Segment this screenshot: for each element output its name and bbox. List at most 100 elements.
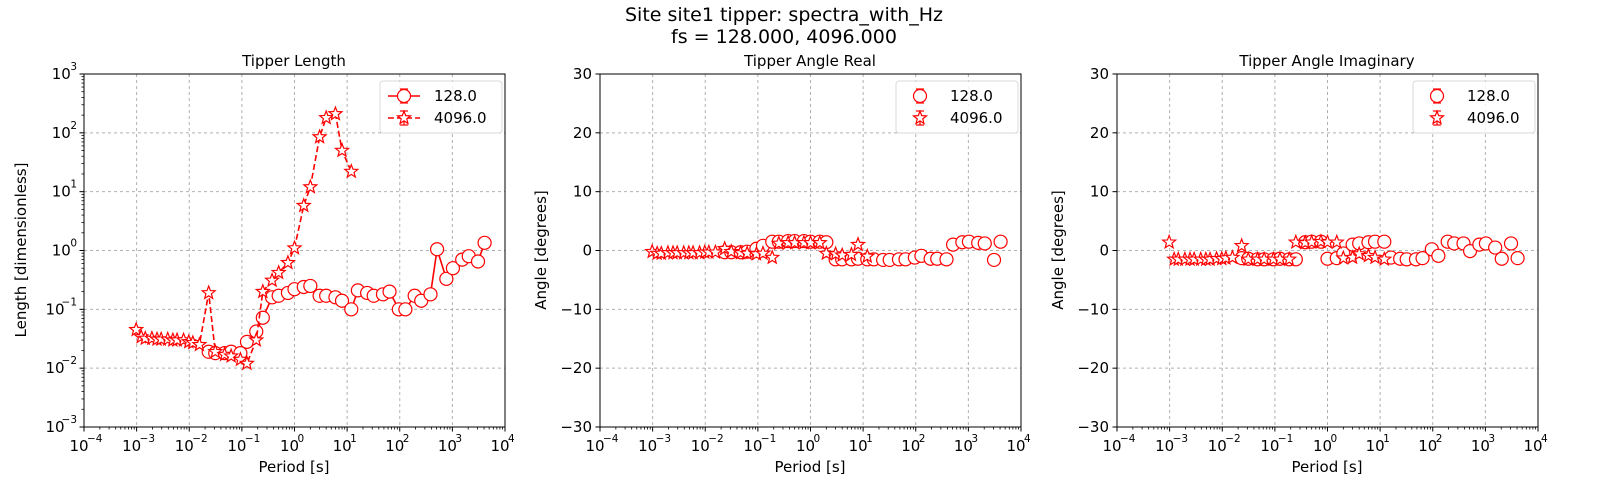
y-tick-exponent: −1: [62, 296, 77, 308]
x-tick-exponent: −2: [192, 433, 207, 445]
x-tick-label: 10: [1155, 437, 1174, 455]
x-tick-exponent: 2: [1436, 433, 1443, 445]
x-tick-label: 10: [1102, 437, 1121, 455]
y-axis-label: Angle [degrees]: [532, 190, 550, 310]
x-tick-label: 10: [1006, 437, 1025, 455]
data-point-circle: [1415, 251, 1430, 266]
data-point-star: [343, 163, 360, 179]
x-tick-label: 10: [796, 437, 815, 455]
data-point-star: [286, 239, 303, 255]
data-point-circle: [439, 271, 454, 286]
data-point-circle: [1431, 248, 1446, 263]
legend-star-marker: [395, 109, 413, 125]
panel-tipper-angle-real: Tipper Angle Real Period [s] Angle [degr…: [532, 52, 1031, 476]
x-tick-exponent: 0: [298, 433, 305, 445]
legend-symbol-4096: [1428, 109, 1446, 126]
data-point-circle: [470, 254, 486, 269]
legend-symbol-4096: [911, 109, 929, 126]
y-tick-exponent: 0: [70, 238, 77, 250]
legend-star-marker: [1428, 109, 1446, 125]
data-point-star: [859, 247, 876, 264]
x-tick-label: 10: [585, 437, 604, 455]
data-point-circle: [423, 287, 438, 302]
y-tick-exponent: 1: [70, 179, 77, 191]
y-tick-exponent: −3: [62, 414, 77, 426]
data-point-star: [716, 240, 733, 256]
y-tick-label: −20: [1077, 359, 1109, 377]
y-tick-label: 10: [52, 242, 71, 260]
x-tick-label: 10: [175, 437, 194, 455]
y-tick-label: 0: [1099, 242, 1109, 260]
y-tick-label: 10: [52, 183, 71, 201]
y-axis-label: Length [dimensionless]: [12, 163, 30, 338]
data-point-circle: [977, 236, 992, 251]
axes-frame: [599, 73, 1022, 428]
data-point-star: [279, 254, 296, 270]
legend-symbol-4096: [388, 109, 420, 126]
x-tick-exponent: −3: [1173, 433, 1188, 445]
data-point-star: [232, 351, 249, 367]
data-point-star: [264, 271, 281, 288]
x-tick-label: 10: [1313, 437, 1332, 455]
legend-label-128: 128.0: [1467, 87, 1510, 105]
data-point-circle: [1377, 234, 1392, 249]
x-tick-exponent: −4: [1120, 433, 1136, 445]
data-point-star: [333, 142, 351, 158]
panel-title: Tipper Angle Imaginary: [1238, 52, 1414, 70]
y-tick-label: −10: [1077, 300, 1109, 318]
data-point-star: [254, 283, 271, 299]
x-tick-label: 10: [1418, 437, 1437, 455]
legend: 128.0 4096.0: [379, 80, 503, 134]
legend-label-128: 128.0: [434, 87, 477, 105]
data-point-circle: [993, 234, 1008, 249]
data-point-circle: [939, 252, 954, 267]
x-tick-label: 10: [1208, 437, 1227, 455]
data-point-star: [311, 128, 328, 144]
x-axis-label: Period [s]: [774, 458, 845, 476]
y-tick-label: 20: [1090, 124, 1109, 142]
x-tick-exponent: −3: [656, 433, 671, 445]
x-tick-label: 10: [333, 437, 352, 455]
x-tick-label: 10: [743, 437, 762, 455]
data-point-circle: [1503, 236, 1519, 251]
legend: 128.0 4096.0: [895, 80, 1019, 134]
x-tick-exponent: 4: [1541, 433, 1548, 445]
y-tick-label: 10: [46, 300, 65, 318]
data-point-circle: [1510, 251, 1525, 266]
data-point-star: [811, 234, 828, 250]
data-point-star: [327, 105, 344, 121]
series-line: [135, 112, 353, 365]
x-tick-label: 10: [122, 437, 141, 455]
x-tick-label: 10: [1471, 437, 1490, 455]
y-tick-exponent: 2: [70, 120, 77, 132]
data-point-star: [707, 243, 724, 260]
data-point-star: [248, 331, 265, 347]
data-point-circle: [398, 302, 413, 317]
y-tick-label: −10: [560, 300, 592, 318]
x-tick-exponent: −3: [140, 433, 155, 445]
data-point-star: [1161, 233, 1178, 250]
x-tick-label: 10: [1260, 437, 1279, 455]
x-tick-label: 10: [849, 437, 868, 455]
y-tick-label: 30: [1090, 65, 1109, 83]
data-point-circle: [344, 302, 359, 317]
x-tick-label: 10: [638, 437, 657, 455]
x-tick-label: 10: [1366, 437, 1385, 455]
data-point-star: [1351, 245, 1368, 261]
x-tick-label: 10: [954, 437, 973, 455]
panel-tipper-angle-imaginary: Tipper Angle Imaginary Period [s] Angle …: [1049, 52, 1548, 476]
x-tick-label: 10: [280, 437, 299, 455]
y-tick-label: 0: [582, 242, 592, 260]
tick-labels: 10−4 10−3 10−2 10−1 100 101 102 103 104−310−210−…: [46, 61, 515, 455]
data-point-circle: [477, 235, 492, 250]
plot-area: 10−4 10−3 10−2 10−1 100 101 102 103 104−30−20−10…: [1077, 65, 1548, 455]
data-point-star: [318, 109, 335, 125]
legend-symbol-128: [388, 88, 420, 104]
data-point-star: [223, 347, 240, 364]
data-point-circle: [334, 293, 350, 308]
axes-frame: [1116, 73, 1539, 428]
y-tick-label: −30: [1077, 418, 1109, 436]
x-tick-exponent: 1: [866, 433, 873, 445]
data-point-star: [302, 178, 319, 194]
